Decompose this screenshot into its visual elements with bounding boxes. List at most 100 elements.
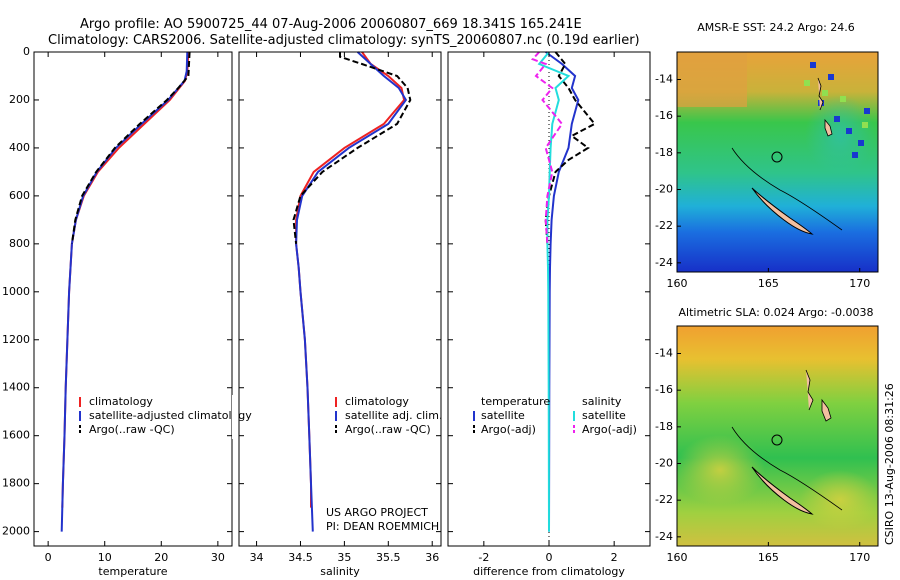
pi-credit: PI: DEAN ROEMMICH — [326, 520, 439, 533]
series-line-climatology — [61, 51, 190, 508]
sla-new-caledonia — [751, 466, 814, 515]
map-y-tick-label: -22 — [655, 219, 673, 232]
sla-yellow-patch-2 — [800, 470, 880, 530]
map-y-tick-label: -22 — [655, 493, 673, 506]
x-tick-label: 2 — [611, 551, 618, 564]
sst-map: AMSR-E SST: 24.2 Argo: 24.6 160 165 170 -14… — [655, 21, 879, 291]
map-x-tick-label: 160 — [667, 277, 688, 290]
legend-label-argo: Argo(..raw -QC) — [345, 423, 431, 436]
legend-label-temp-satellite: satellite — [481, 409, 525, 422]
map-y-tick-label: -18 — [655, 420, 673, 433]
legend-label-temp-argo: Argo(-adj) — [481, 423, 536, 436]
y-tick-label: 800 — [9, 237, 30, 250]
series-line-temperature-satellite — [545, 51, 580, 532]
temperature-panel: 0 10 20 30 temperature 0 200 400 600 800 1000 1200 1… — [2, 45, 233, 578]
x-tick-label: 20 — [154, 551, 168, 564]
sla-vanuatu-south — [821, 398, 832, 422]
x-axis-label: salinity — [320, 565, 360, 578]
legend-label-satellite: satellite adj. clim. — [345, 409, 442, 422]
y-tick-label: 400 — [9, 141, 30, 154]
x-axis-label: difference from climatology — [473, 565, 625, 578]
sst-vanuatu-south — [824, 118, 833, 137]
legend-label-sal-satellite: satellite — [582, 409, 626, 422]
x-axis-label: temperature — [98, 565, 167, 578]
sla-vanuatu-north — [805, 369, 814, 411]
x-tick-label: 30 — [211, 551, 225, 564]
x-tick-label: -2 — [478, 551, 489, 564]
map-x-tick-label: 170 — [849, 551, 870, 564]
legend-label-argo: Argo(..raw -QC) — [89, 423, 175, 436]
x-tick-label: 0 — [546, 551, 553, 564]
y-tick-label: 0 — [23, 45, 30, 58]
legend-label-satellite: satellite-adjusted climatology — [89, 409, 252, 422]
plot-frame — [33, 51, 233, 547]
sst-reef-outline — [731, 147, 843, 231]
x-tick-label: 34.5 — [288, 551, 313, 564]
legend-label-climatology: climatology — [345, 395, 409, 408]
sst-map-axes: 160 165 170 -14 -16 -18 -20 -22 -24 — [655, 73, 870, 291]
series-line-salinity-argo-adj- — [530, 51, 564, 244]
y-tick-label: 1400 — [2, 381, 30, 394]
sst-warm-patch — [677, 52, 747, 107]
legend-clip — [232, 395, 238, 439]
x-tick-label: 35 — [337, 551, 351, 564]
timestamp-stamp: CSIRO 13-Aug-2006 08:31:26 — [883, 383, 896, 545]
y-tick-label: 1600 — [2, 429, 30, 442]
map-y-tick-label: -16 — [655, 109, 673, 122]
y-tick-label: 1800 — [2, 477, 30, 490]
plot-frame — [238, 51, 442, 547]
salinity-panel: 34 34.5 35 35.5 36 salinity — [238, 51, 442, 578]
map-x-tick-label: 170 — [849, 277, 870, 290]
sst-cool-patch — [805, 95, 875, 175]
difference-legend: temperature satellite Argo(-adj) salinit… — [473, 395, 637, 436]
legend-title-temperature: temperature — [481, 395, 550, 408]
map-y-tick-label: -24 — [655, 530, 673, 543]
x-tick-label: 0 — [45, 551, 52, 564]
series-line-argo-raw-qc- — [292, 52, 412, 244]
map-y-tick-label: -24 — [655, 256, 673, 269]
x-tick-label: 10 — [98, 551, 112, 564]
series-line-climatology — [295, 51, 406, 508]
map-y-tick-label: -14 — [655, 73, 673, 86]
series-line-argo-raw-qc- — [70, 51, 191, 244]
map-x-tick-label: 165 — [758, 551, 779, 564]
map-y-tick-label: -16 — [655, 383, 673, 396]
sst-map-frame — [676, 51, 879, 273]
sst-vanuatu-north — [817, 77, 824, 111]
sla-yellow-patch — [675, 435, 765, 505]
x-tick-label: 34 — [250, 551, 264, 564]
series-line-satellite-adjusted-climatology — [60, 51, 189, 532]
map-y-tick-label: -20 — [655, 183, 673, 196]
series-line-satellite-adj-clim- — [295, 51, 408, 532]
sst-argo-marker — [771, 151, 783, 163]
sla-map: Altimetric SLA: 0.024 Argo: -0.0038 160 1… — [655, 306, 880, 564]
legend-title-salinity: salinity — [582, 395, 622, 408]
sst-speckle-green — [804, 80, 868, 128]
sla-reef-outline — [731, 426, 843, 511]
sst-map-title: AMSR-E SST: 24.2 Argo: 24.6 — [697, 21, 855, 34]
sla-map-axes: 160 165 170 -14 -16 -18 -20 -22 -24 — [655, 347, 870, 565]
y-tick-label: 200 — [9, 93, 30, 106]
temperature-legend: climatology satellite-adjusted climatolo… — [79, 395, 252, 436]
x-tick-label: 36 — [425, 551, 439, 564]
header-line1: Argo profile: AO 5900725_44 07-Aug-2006 … — [80, 17, 582, 32]
project-credit: US ARGO PROJECT — [326, 506, 428, 519]
map-y-tick-label: -18 — [655, 146, 673, 159]
y-tick-label: 1200 — [2, 333, 30, 346]
y-tick-label: 600 — [9, 189, 30, 202]
series-line-salinity-satellite — [537, 51, 571, 532]
header-line2: Climatology: CARS2006. Satellite-adjuste… — [48, 33, 640, 48]
x-tick-label: 35.5 — [376, 551, 401, 564]
map-y-tick-label: -14 — [655, 347, 673, 360]
legend-label-climatology: climatology — [89, 395, 153, 408]
sla-argo-marker — [771, 434, 783, 446]
map-y-tick-label: -20 — [655, 457, 673, 470]
map-x-tick-label: 160 — [667, 551, 688, 564]
sla-map-title: Altimetric SLA: 0.024 Argo: -0.0038 — [679, 306, 874, 319]
y-tick-label: 2000 — [2, 525, 30, 538]
legend-label-sal-argo: Argo(-adj) — [582, 423, 637, 436]
y-tick-label: 1000 — [2, 285, 30, 298]
salinity-legend: climatology satellite adj. clim. Argo(..… — [335, 395, 442, 436]
